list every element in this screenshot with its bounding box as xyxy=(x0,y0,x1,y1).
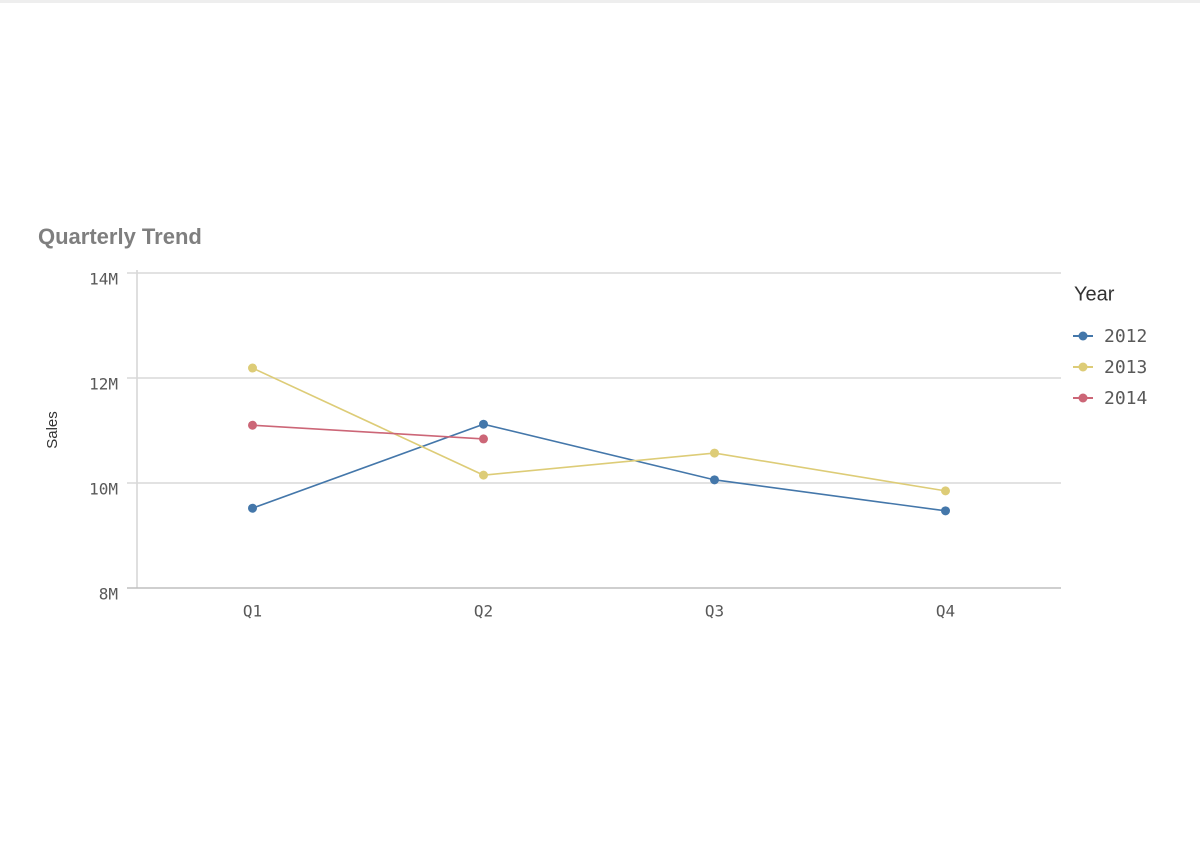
data-point xyxy=(479,470,488,480)
x-tick-label: Q4 xyxy=(936,602,955,621)
y-axis-label: Sales xyxy=(44,411,61,449)
x-tick-label: Q1 xyxy=(243,602,262,621)
legend-swatch xyxy=(1078,362,1088,372)
x-tick-label: Q3 xyxy=(705,602,724,621)
legend-swatch xyxy=(1078,393,1088,403)
data-point xyxy=(248,363,257,373)
data-point xyxy=(479,419,488,429)
y-tick-label: 14M xyxy=(89,270,118,289)
legend-swatch xyxy=(1078,331,1088,341)
data-point xyxy=(248,503,257,513)
data-point xyxy=(710,475,719,485)
legend-title: Year xyxy=(1074,283,1115,305)
series-line xyxy=(252,424,484,440)
legend-label: 2012 xyxy=(1104,326,1147,347)
chart-title: Quarterly Trend xyxy=(38,224,202,249)
series-line xyxy=(252,423,946,512)
legend-label: 2013 xyxy=(1104,357,1147,378)
y-tick-label: 8M xyxy=(99,585,118,604)
x-tick-label: Q2 xyxy=(474,602,493,621)
y-tick-label: 10M xyxy=(89,480,118,499)
data-point xyxy=(479,434,488,444)
data-point xyxy=(710,448,719,458)
legend-label: 2014 xyxy=(1104,388,1147,409)
data-point xyxy=(248,420,257,430)
series-line xyxy=(252,367,946,492)
data-point xyxy=(941,486,950,496)
y-tick-label: 12M xyxy=(89,375,118,394)
data-point xyxy=(941,506,950,516)
top-border xyxy=(0,0,1200,3)
